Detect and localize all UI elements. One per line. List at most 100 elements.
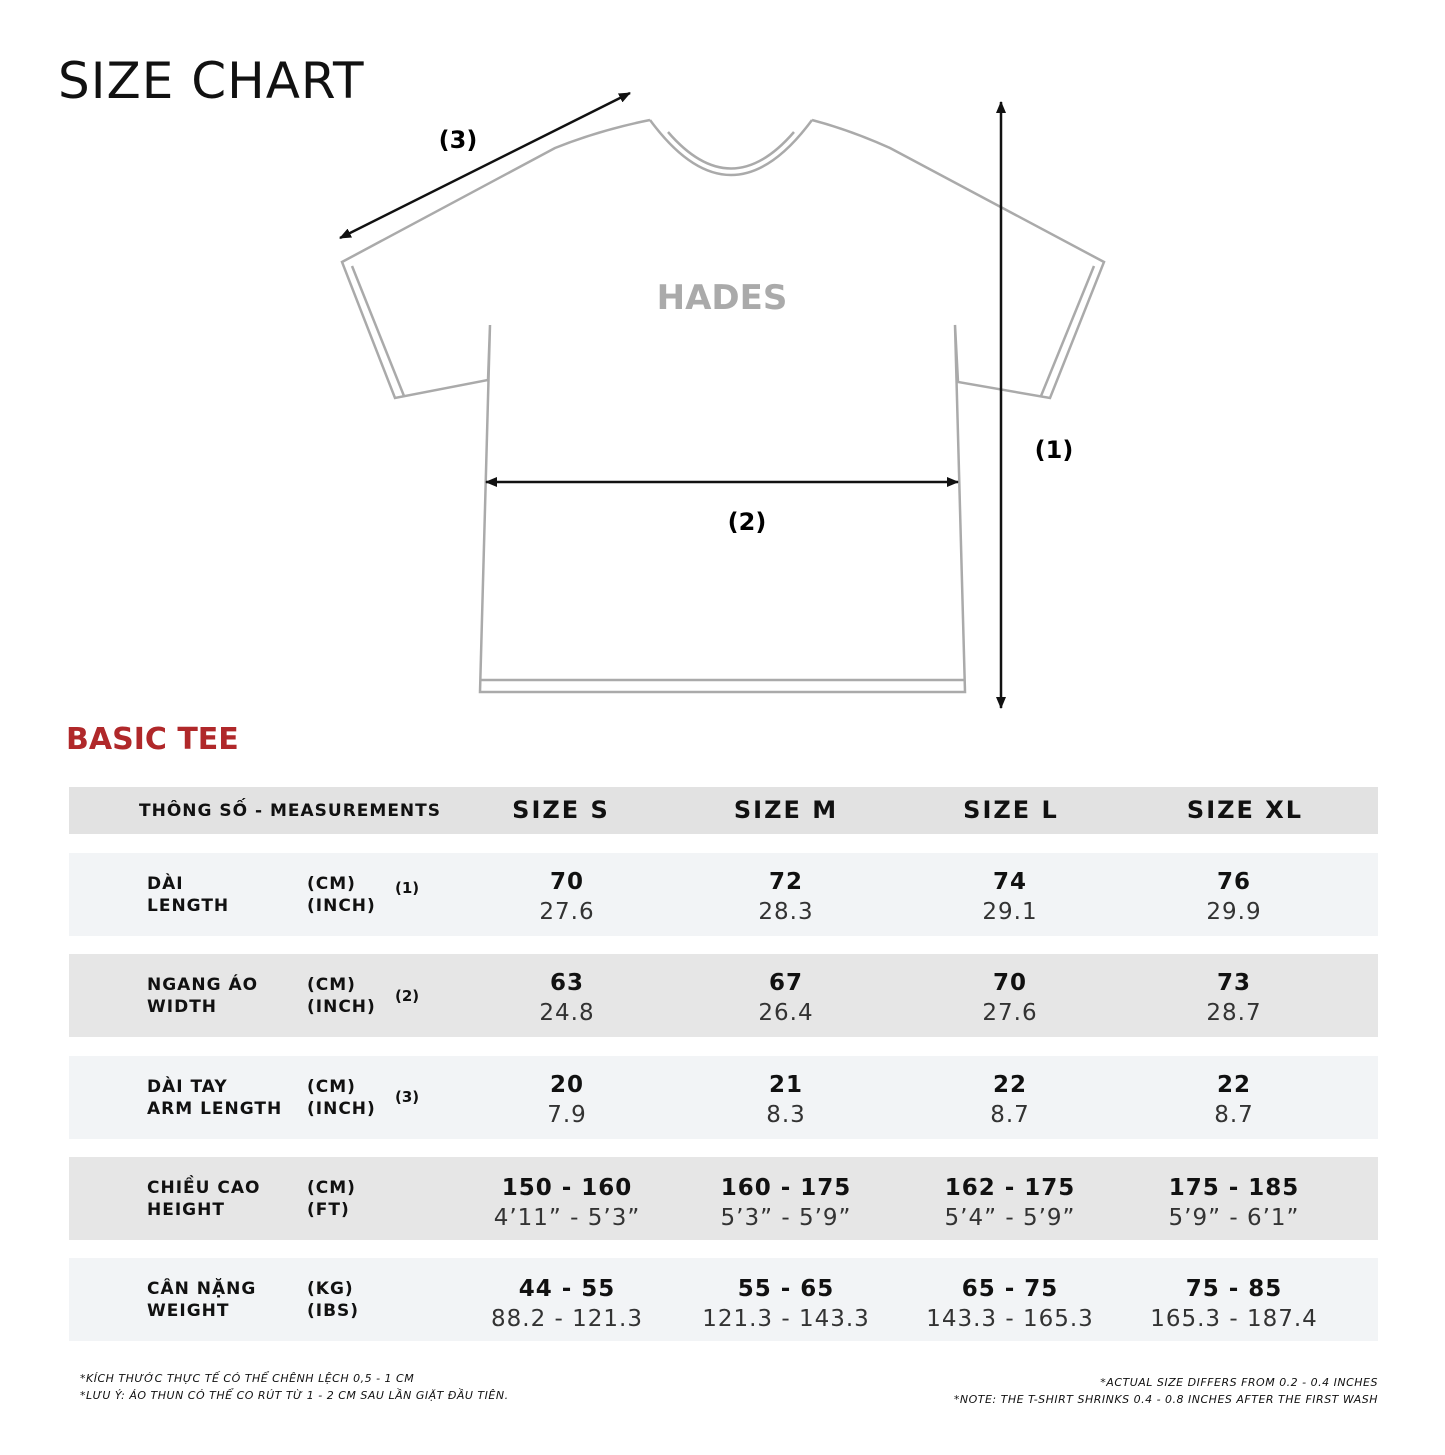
unit-primary: (KG): [307, 1279, 354, 1299]
size-cell: 150 - 160 4’11” - 5’3”: [457, 1173, 677, 1233]
size-cell: 21 8.3: [676, 1070, 896, 1130]
reference-label: (3): [395, 1088, 420, 1106]
secondary-value: 24.8: [539, 1000, 595, 1026]
size-cell: 55 - 65 121.3 - 143.3: [676, 1274, 896, 1334]
primary-value: 162 - 175: [944, 1175, 1076, 1201]
size-cell: 22 8.7: [900, 1070, 1120, 1130]
size-cell: 65 - 75 143.3 - 165.3: [900, 1274, 1120, 1334]
unit-label: (CM) (INCH): [307, 974, 376, 1018]
size-cell: 70 27.6: [457, 867, 677, 927]
unit-primary: (CM): [307, 1178, 356, 1198]
secondary-value: 5’3” - 5’9”: [720, 1205, 852, 1231]
primary-value: 55 - 65: [737, 1276, 835, 1302]
secondary-value: 143.3 - 165.3: [926, 1306, 1094, 1332]
measurement-label: CHIỀU CAO HEIGHT: [147, 1177, 260, 1221]
table-row: CHIỀU CAO HEIGHT (CM) (FT) 150 - 160 4’11” -…: [69, 1157, 1378, 1240]
size-cell: 44 - 55 88.2 - 121.3: [457, 1274, 677, 1334]
primary-value: 150 - 160: [501, 1175, 633, 1201]
unit-secondary: (IBS): [307, 1301, 360, 1321]
size-cell: 76 29.9: [1124, 867, 1344, 927]
measurement-label: CÂN NẶNG WEIGHT: [147, 1278, 256, 1322]
note: *NOTE: THE T-SHIRT SHRINKS 0.4 - 0.8 INC…: [953, 1393, 1378, 1406]
primary-value: 21: [768, 1072, 803, 1098]
size-cell: 72 28.3: [676, 867, 896, 927]
label-vi: NGANG ÁO: [147, 975, 259, 995]
size-header: SIZE S: [512, 796, 610, 824]
size-cell: 160 - 175 5’3” - 5’9”: [676, 1173, 896, 1233]
size-cell: 67 26.4: [676, 968, 896, 1028]
size-cell: 63 24.8: [457, 968, 677, 1028]
label-en: WIDTH: [147, 997, 218, 1017]
primary-value: 70: [992, 970, 1027, 996]
secondary-value: 4’11” - 5’3”: [493, 1205, 641, 1231]
secondary-value: 8.3: [766, 1102, 806, 1128]
secondary-value: 165.3 - 187.4: [1150, 1306, 1318, 1332]
unit-secondary: (FT): [307, 1200, 350, 1220]
unit-primary: (CM): [307, 874, 356, 894]
secondary-value: 27.6: [982, 1000, 1038, 1026]
notes-vi: *KÍCH THƯỚC THỰC TẾ CÓ THỂ CHÊNH LỆCH 0,…: [80, 1370, 509, 1404]
size-cell: 162 - 175 5’4” - 5’9”: [900, 1173, 1120, 1233]
table-row: DÀI TAY ARM LENGTH (CM) (INCH) (3) 20 7.9 21 8.…: [69, 1056, 1378, 1139]
primary-value: 70: [549, 869, 584, 895]
secondary-value: 29.1: [982, 899, 1038, 925]
size-header: SIZE L: [963, 796, 1059, 824]
unit-secondary: (INCH): [307, 1099, 376, 1119]
note: *LƯU Ý: ÁO THUN CÓ THỂ CO RÚT TỪ 1 - 2 C…: [80, 1389, 509, 1402]
secondary-value: 28.7: [1206, 1000, 1262, 1026]
label-en: ARM LENGTH: [147, 1099, 283, 1119]
secondary-value: 29.9: [1206, 899, 1262, 925]
brand-logo: HADES: [657, 278, 788, 318]
secondary-value: 121.3 - 143.3: [702, 1306, 870, 1332]
primary-value: 73: [1216, 970, 1251, 996]
label-vi: DÀI: [147, 874, 184, 894]
primary-value: 22: [992, 1072, 1027, 1098]
size-cell: 175 - 185 5’9” - 6’1”: [1124, 1173, 1344, 1233]
secondary-value: 8.7: [990, 1102, 1030, 1128]
unit-primary: (CM): [307, 1077, 356, 1097]
secondary-value: 8.7: [1214, 1102, 1254, 1128]
table-row: DÀI LENGTH (CM) (INCH) (1) 70 27.6 72 28.3 74 29.…: [69, 853, 1378, 936]
secondary-value: 5’4” - 5’9”: [944, 1205, 1076, 1231]
product-name: BASIC TEE: [66, 722, 239, 757]
table-row: NGANG ÁO WIDTH (CM) (INCH) (2) 63 24.8 67 26.4 7…: [69, 954, 1378, 1037]
label-en: HEIGHT: [147, 1200, 225, 1220]
measurement-label: DÀI TAY ARM LENGTH: [147, 1076, 282, 1120]
secondary-value: 5’9” - 6’1”: [1168, 1205, 1300, 1231]
primary-value: 75 - 85: [1185, 1276, 1283, 1302]
table-row: CÂN NẶNG WEIGHT (KG) (IBS) 44 - 55 88.2 - 12…: [69, 1258, 1378, 1341]
notes-en: *ACTUAL SIZE DIFFERS FROM 0.2 - 0.4 INCH…: [954, 1374, 1378, 1408]
unit-secondary: (INCH): [307, 896, 376, 916]
secondary-value: 27.6: [539, 899, 595, 925]
note: *ACTUAL SIZE DIFFERS FROM 0.2 - 0.4 INCH…: [1100, 1376, 1378, 1389]
primary-value: 160 - 175: [720, 1175, 852, 1201]
primary-value: 72: [768, 869, 803, 895]
tshirt-outline: [340, 118, 1106, 694]
unit-label: (KG) (IBS): [307, 1278, 359, 1322]
primary-value: 76: [1216, 869, 1251, 895]
primary-value: 175 - 185: [1168, 1175, 1300, 1201]
size-cell: 20 7.9: [457, 1070, 677, 1130]
label-3: (3): [439, 126, 478, 154]
primary-value: 65 - 75: [961, 1276, 1059, 1302]
label-vi: CÂN NẶNG: [147, 1279, 257, 1299]
size-header: SIZE XL: [1186, 796, 1304, 824]
tshirt-diagram: HADES (3) (1) (2): [339, 91, 1106, 709]
unit-secondary: (INCH): [307, 997, 376, 1017]
measurement-label: DÀI LENGTH: [147, 873, 229, 917]
secondary-value: 26.4: [758, 1000, 814, 1026]
label-vi: CHIỀU CAO: [147, 1178, 261, 1198]
page-title: SIZE CHART: [58, 52, 365, 110]
primary-value: 22: [1216, 1072, 1251, 1098]
measurements-header: THÔNG SỐ - MEASUREMENTS: [139, 801, 441, 821]
label-en: WEIGHT: [147, 1301, 230, 1321]
arm-length-arrow: [339, 91, 631, 240]
measurement-label: NGANG ÁO WIDTH: [147, 974, 258, 1018]
primary-value: 74: [992, 869, 1027, 895]
unit-label: (CM) (INCH): [307, 1076, 376, 1120]
secondary-value: 7.9: [547, 1102, 587, 1128]
label-1: (1): [1035, 436, 1074, 464]
size-cell: 22 8.7: [1124, 1070, 1344, 1130]
size-header: SIZE M: [733, 796, 839, 824]
primary-value: 20: [549, 1072, 584, 1098]
